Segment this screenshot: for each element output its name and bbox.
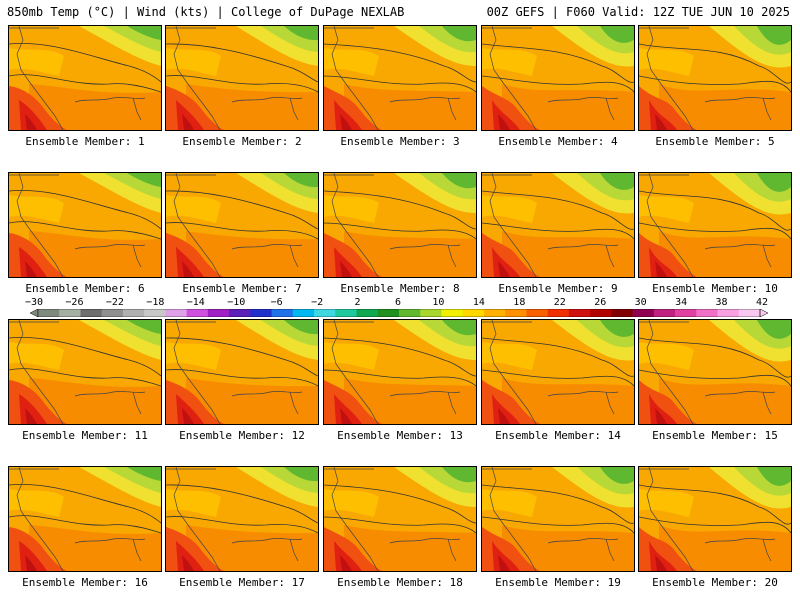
colorbar-tick-label: 10 [432, 297, 445, 308]
ensemble-member-label: Ensemble Member: 10 [652, 282, 778, 295]
colorbar-tick-label: 34 [675, 297, 688, 308]
ensemble-member-label: Ensemble Member: 1 [25, 135, 145, 148]
ensemble-member-label: Ensemble Member: 19 [495, 576, 621, 589]
ensemble-map-panel [8, 172, 162, 278]
ensemble-map-panel [323, 466, 477, 572]
ensemble-map-panel [481, 172, 635, 278]
ensemble-member-label: Ensemble Member: 4 [498, 135, 618, 148]
ensemble-map-panel [323, 25, 477, 131]
colorbar-tick-label: 14 [472, 297, 485, 308]
ensemble-map-panel [638, 172, 792, 278]
temperature-colorbar [30, 309, 768, 317]
colorbar-tick-label: −26 [65, 297, 84, 308]
ensemble-member-label: Ensemble Member: 17 [179, 576, 305, 589]
ensemble-member-label: Ensemble Member: 3 [340, 135, 460, 148]
ensemble-map-panel [323, 172, 477, 278]
ensemble-member-label: Ensemble Member: 6 [25, 282, 145, 295]
ensemble-map-panel [165, 25, 319, 131]
ensemble-map-panel [8, 25, 162, 131]
ensemble-map-panel [638, 25, 792, 131]
ensemble-member-label: Ensemble Member: 20 [652, 576, 778, 589]
ensemble-map-panel [638, 466, 792, 572]
colorbar-tick-label: 6 [394, 297, 402, 308]
ensemble-map-panel [323, 319, 477, 425]
colorbar-tick-label: 2 [354, 297, 361, 308]
ensemble-map-panel [638, 319, 792, 425]
colorbar-tick-label: −22 [105, 297, 124, 308]
ensemble-map-panel [165, 466, 319, 572]
colorbar-tick-label: 38 [715, 297, 728, 308]
ensemble-member-label: Ensemble Member: 15 [652, 429, 778, 442]
ensemble-member-label: Ensemble Member: 9 [498, 282, 618, 295]
ensemble-member-label: Ensemble Member: 8 [340, 282, 460, 295]
colorbar-tick-label: −14 [186, 297, 205, 308]
valid-time-label: 00Z GEFS | F060 Valid: 12Z TUE JUN 10 20… [486, 5, 790, 19]
colorbar-tick-label: −6 [270, 297, 283, 308]
ensemble-map-panel [165, 172, 319, 278]
colorbar-tick-label: −10 [227, 297, 246, 308]
ensemble-map-panel [481, 319, 635, 425]
ensemble-member-label: Ensemble Member: 11 [22, 429, 148, 442]
ensemble-member-label: Ensemble Member: 14 [495, 429, 621, 442]
colorbar-tick-label: 18 [513, 297, 526, 308]
ensemble-member-label: Ensemble Member: 12 [179, 429, 305, 442]
colorbar-tick-label: −2 [311, 297, 324, 308]
ensemble-member-label: Ensemble Member: 7 [182, 282, 302, 295]
colorbar-tick-label: 22 [553, 297, 566, 308]
colorbar-tick-label: −30 [24, 297, 44, 308]
colorbar-tick-label: 42 [755, 297, 769, 308]
ensemble-member-label: Ensemble Member: 18 [337, 576, 463, 589]
ensemble-map-panel [8, 466, 162, 572]
colorbar-tick-label: 30 [634, 297, 647, 308]
ensemble-member-label: Ensemble Member: 13 [337, 429, 463, 442]
ensemble-map-panel [481, 25, 635, 131]
colorbar-tick-label: 26 [594, 297, 607, 308]
map-title: 850mb Temp (°C) | Wind (kts) | College o… [7, 5, 405, 19]
ensemble-member-label: Ensemble Member: 16 [22, 576, 148, 589]
ensemble-map-panel [165, 319, 319, 425]
ensemble-member-label: Ensemble Member: 2 [182, 135, 302, 148]
colorbar-tick-label: −18 [146, 297, 165, 308]
ensemble-member-label: Ensemble Member: 5 [655, 135, 775, 148]
ensemble-map-panel [8, 319, 162, 425]
ensemble-map-panel [481, 466, 635, 572]
